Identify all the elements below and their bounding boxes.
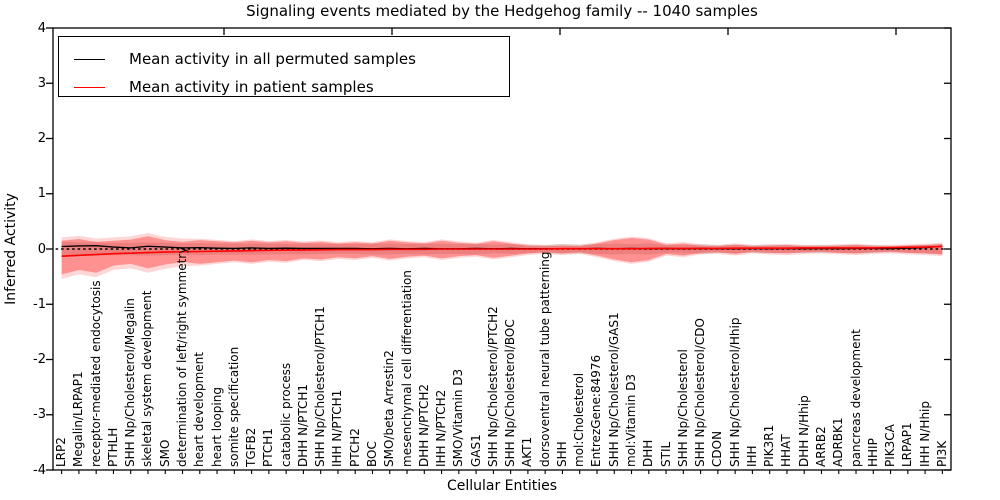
x-tick-label: GAS1 (468, 434, 483, 467)
y-tick-label: -1 (33, 296, 46, 312)
y-tick-label: -4 (33, 462, 46, 478)
legend-item-patient: Mean activity in patient samples (59, 73, 374, 101)
x-tick-label: CDON (710, 430, 725, 467)
x-tick-label: SMO/Vitamin D3 (451, 368, 466, 467)
x-tick-label: skeletal system development (140, 290, 155, 467)
y-tick-label: 0 (37, 241, 46, 257)
patient-band (61, 236, 943, 275)
legend: Mean activity in all permuted samples Me… (58, 36, 510, 97)
x-tick-label: somite specification (226, 346, 241, 467)
x-tick-label: heart looping (209, 387, 224, 467)
x-tick-label: receptor-mediated endocytosis (88, 280, 103, 467)
x-tick-label: DHH N/PTCH1 (295, 383, 310, 467)
x-tick-label: IHH N/PTCH1 (330, 389, 345, 467)
x-tick-label: AKT1 (520, 436, 535, 467)
x-tick-label: EntrezGene:84976 (589, 354, 604, 467)
patient-mean-line (61, 245, 943, 257)
y-tick-label: 1 (37, 186, 46, 202)
x-tick-label: PI3K (934, 440, 949, 467)
x-tick-label: determination of left/right symmetry (175, 246, 190, 467)
x-tick-label: TGFB2 (244, 427, 259, 467)
x-tick-label: mol:Vitamin D3 (624, 373, 639, 467)
x-tick-label: DHH (641, 439, 656, 467)
x-tick-label: DHH N/PTCH2 (416, 383, 431, 467)
y-tick-label: 4 (37, 20, 46, 36)
x-tick-label: pancreas development (848, 329, 863, 467)
x-tick-label: HHAT (779, 434, 794, 467)
x-tick-label: SHH Np/Cholesterol/BOC (503, 319, 518, 467)
x-tick-label: SHH Np/Cholesterol/Hhip (727, 317, 742, 467)
x-tick-label: SHH Np/Cholesterol/CDO (693, 318, 708, 467)
y-tick-label: 3 (37, 75, 46, 91)
x-tick-label: BOC (364, 441, 379, 467)
x-tick-label: mol:Cholesterol (572, 372, 587, 467)
x-tick-label: PTCH2 (347, 428, 362, 467)
x-tick-label: SMO (157, 439, 172, 467)
x-tick-label: ADRBK1 (831, 417, 846, 467)
x-tick-label: IHH (744, 445, 759, 467)
x-tick-label: PTHLH (105, 427, 120, 467)
x-tick-label: ARRB2 (813, 426, 828, 467)
legend-label: Mean activity in patient samples (129, 78, 374, 96)
legend-label: Mean activity in all permuted samples (129, 50, 416, 68)
x-tick-label: DHH N/Hhip (796, 395, 811, 467)
x-tick-label: LRPAP1 (900, 422, 915, 467)
chart-title: Signaling events mediated by the Hedgeho… (246, 2, 758, 20)
patient-line-swatch-icon (74, 86, 105, 88)
x-tick-label: PTCH1 (261, 428, 276, 467)
x-tick-label: IHH N/PTCH2 (434, 389, 449, 467)
y-tick-label: 2 (37, 131, 46, 146)
x-tick-label: SHH Np/Cholesterol (675, 349, 690, 467)
x-tick-label: IHH N/Hhip (917, 401, 932, 467)
x-tick-label: mesenchymal cell differentiation (399, 270, 414, 467)
x-tick-label: Megalin/LRPAP1 (71, 371, 86, 467)
x-tick-label: SHH Np/Cholesterol/PTCH2 (485, 306, 500, 467)
x-tick-label: PIK3CA (883, 424, 898, 467)
x-tick-label: HHIP (865, 438, 880, 467)
x-tick-label: SHH Np/Cholesterol/Megalin (123, 298, 138, 467)
x-tick-label: LRP2 (54, 437, 69, 467)
x-tick-label: PIK3R1 (762, 424, 777, 467)
x-tick-label: heart development (192, 352, 207, 467)
x-tick-label: SMO/beta Arrestin2 (382, 350, 397, 467)
x-tick-label: STIL (658, 441, 673, 467)
x-axis-label: Cellular Entities (446, 478, 558, 494)
x-tick-label: SHH Np/Cholesterol/PTCH1 (313, 306, 328, 467)
x-tick-label: SHH Np/Cholesterol/GAS1 (606, 312, 621, 467)
permuted-line-swatch-icon (74, 58, 105, 60)
x-tick-label: dorsoventral neural tube patterning (537, 251, 552, 467)
patient-band-outer (61, 232, 943, 279)
y-tick-label: -2 (33, 352, 46, 367)
x-tick-label: SHH (554, 441, 569, 467)
legend-item-permuted: Mean activity in all permuted samples (59, 45, 416, 73)
x-tick-label: catabolic process (278, 362, 293, 467)
y-tick-label: -3 (33, 407, 46, 423)
